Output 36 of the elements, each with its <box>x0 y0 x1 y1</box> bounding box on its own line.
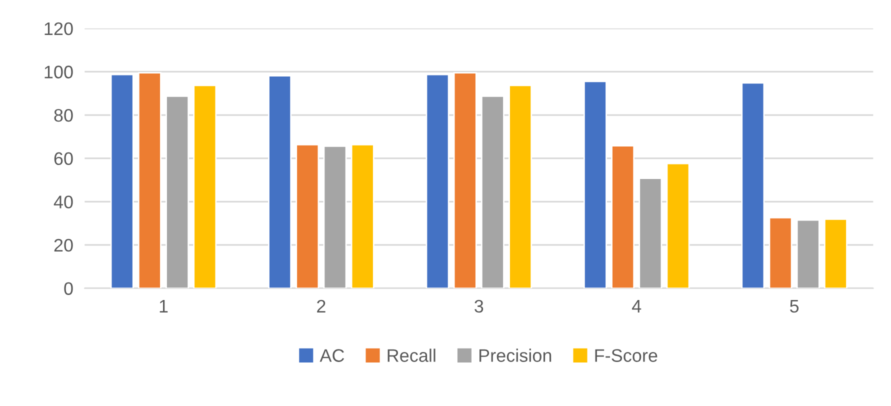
x-tick-label: 3 <box>474 300 484 313</box>
bar <box>583 80 607 288</box>
y-tick-label: 60 <box>54 152 73 166</box>
bar <box>768 216 792 288</box>
y-tick-label: 40 <box>54 196 73 208</box>
bar <box>323 146 347 288</box>
legend-label: F-Score <box>595 349 658 362</box>
bar <box>268 75 292 288</box>
y-tick-label: 20 <box>54 238 73 252</box>
y-tick-label: 0 <box>64 282 73 295</box>
legend-label: Recall <box>388 348 436 362</box>
bar <box>110 74 134 288</box>
x-tick-label: 1 <box>160 300 168 312</box>
bar <box>741 82 765 288</box>
bar <box>796 219 820 288</box>
y-tick-label: 100 <box>44 66 73 78</box>
bar <box>666 162 690 288</box>
x-tick-label: 4 <box>632 300 642 312</box>
x-tick-label: 2 <box>317 300 326 312</box>
bar <box>193 84 217 288</box>
bar <box>296 144 320 288</box>
y-tick-label: 120 <box>44 22 73 36</box>
bar <box>138 72 162 288</box>
bar <box>480 96 504 288</box>
bar <box>166 96 190 288</box>
bar <box>611 145 635 288</box>
bar <box>824 218 848 288</box>
bar <box>350 144 374 288</box>
x-tick-label: 5 <box>790 300 799 313</box>
bar <box>426 74 450 288</box>
bar <box>638 178 662 288</box>
legend-label: AC <box>320 349 344 362</box>
bar <box>508 84 532 288</box>
bar <box>453 72 477 288</box>
y-tick-label: 80 <box>54 108 73 122</box>
legend-label: Precision <box>479 348 552 362</box>
